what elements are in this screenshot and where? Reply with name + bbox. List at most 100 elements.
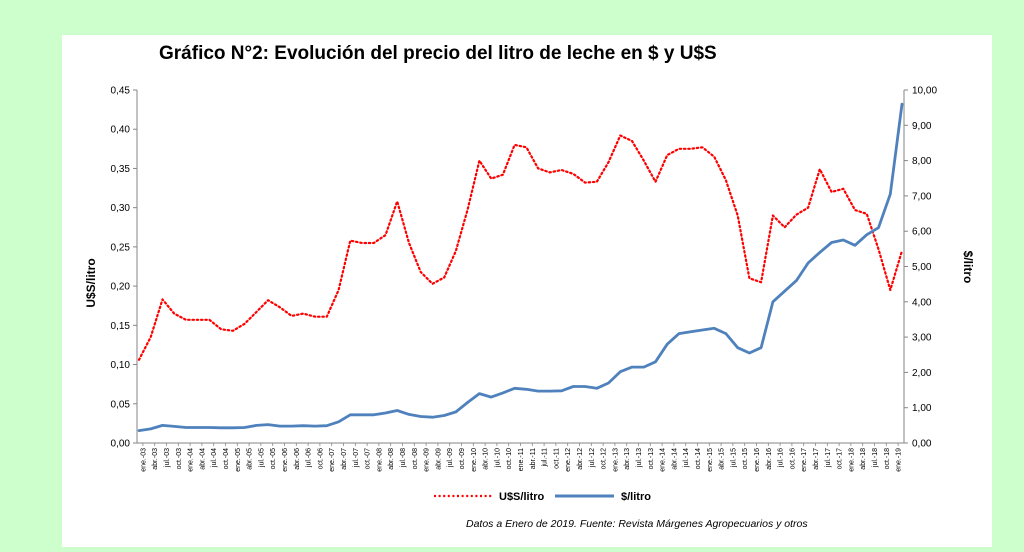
x-tick-label: jul.-13 xyxy=(636,448,643,468)
x-tick-label: jul.-17 xyxy=(825,448,832,468)
x-tick-label: jul.-16 xyxy=(778,448,785,468)
data-point-ars xyxy=(361,414,362,415)
data-point-usd xyxy=(232,330,233,331)
series-line-usd xyxy=(137,134,904,361)
data-point-ars xyxy=(538,391,539,392)
x-tick-label: jul.-04 xyxy=(211,448,218,468)
data-point-ars xyxy=(232,427,233,428)
x-tick-label: ene.-05 xyxy=(235,448,242,472)
data-point-usd xyxy=(702,147,703,148)
data-point-usd xyxy=(326,316,327,317)
data-point-ars xyxy=(819,252,820,253)
data-point-usd xyxy=(303,313,304,314)
x-tick-label: ene.-10 xyxy=(471,448,478,472)
y-left-tick-label: 0,30 xyxy=(111,203,131,214)
data-point-usd xyxy=(725,180,726,181)
data-point-usd xyxy=(479,160,480,161)
y-axis-right-label: $/litro xyxy=(961,251,975,284)
data-point-usd xyxy=(185,319,186,320)
data-point-ars xyxy=(854,245,855,246)
data-point-usd xyxy=(866,213,867,214)
y-right-tick-label: 4,00 xyxy=(912,297,932,308)
data-point-ars xyxy=(479,393,480,394)
data-point-usd xyxy=(831,191,832,192)
data-point-usd xyxy=(690,148,691,149)
data-point-ars xyxy=(138,430,139,431)
data-point-usd xyxy=(279,307,280,308)
data-point-usd xyxy=(444,277,445,278)
data-point-ars xyxy=(420,416,421,417)
y-left-tick-label: 0,00 xyxy=(111,439,131,450)
data-point-ars xyxy=(185,427,186,428)
x-tick-label: oct.-18 xyxy=(884,448,891,470)
y-right-tick-label: 0,00 xyxy=(912,439,932,450)
data-point-usd xyxy=(268,300,269,301)
x-tick-label: jul.-15 xyxy=(730,448,737,468)
data-point-usd xyxy=(749,278,750,279)
y-left-tick-label: 0,25 xyxy=(111,242,131,253)
x-tick-label: ene.-03 xyxy=(140,448,147,472)
x-tick-label: abr.-14 xyxy=(671,448,678,470)
x-tick-label: ene.-17 xyxy=(801,448,808,472)
y-right-tick-label: 3,00 xyxy=(912,333,932,344)
data-point-ars xyxy=(549,391,550,392)
x-tick-label: jul.-14 xyxy=(683,448,690,468)
y-right-tick-label: 8,00 xyxy=(912,156,932,167)
data-point-ars xyxy=(702,329,703,330)
x-tick-label: oct.-16 xyxy=(789,448,796,470)
data-point-usd xyxy=(256,311,257,312)
y-left-tick-label: 0,15 xyxy=(111,321,131,332)
right-axis: 0,00 1,00 2,00 3,00 4,00 5,00 6,00 7,00 8,00 9,00… xyxy=(903,86,937,450)
data-point-usd xyxy=(854,209,855,210)
data-point-ars xyxy=(749,352,750,353)
x-tick-label: oct.-08 xyxy=(412,448,419,470)
x-tick-label: oct.-09 xyxy=(459,448,466,470)
data-point-usd xyxy=(549,172,550,173)
data-point-ars xyxy=(866,234,867,235)
data-point-usd xyxy=(573,173,574,174)
x-tick-label: abr.-08 xyxy=(388,448,395,470)
data-point-ars xyxy=(162,425,163,426)
data-point-ars xyxy=(631,367,632,368)
x-tick-label: oct.-07 xyxy=(365,448,372,470)
x-tick-label: oct.-03 xyxy=(176,448,183,470)
data-point-ars xyxy=(256,425,257,426)
x-tick-label: oct.-15 xyxy=(742,448,749,470)
data-point-ars xyxy=(315,426,316,427)
data-point-ars xyxy=(209,427,210,428)
y-left-tick-label: 0,40 xyxy=(111,125,131,136)
data-point-usd xyxy=(784,227,785,228)
data-point-usd xyxy=(385,235,386,236)
data-point-usd xyxy=(761,282,762,283)
y-left-tick-label: 0,20 xyxy=(111,282,131,293)
x-tick-label: ene.-19 xyxy=(896,448,903,472)
data-point-ars xyxy=(455,411,456,412)
data-point-usd xyxy=(221,329,222,330)
data-point-ars xyxy=(796,280,797,281)
data-point-ars xyxy=(831,242,832,243)
data-point-ars xyxy=(444,415,445,416)
data-point-usd xyxy=(467,209,468,210)
x-tick-label: jul.-10 xyxy=(494,448,501,468)
legend-entry-usd: U$S/litro xyxy=(499,491,545,503)
x-tick-label: oct.-10 xyxy=(506,448,513,470)
series-layer xyxy=(137,102,904,433)
data-point-ars xyxy=(561,390,562,391)
data-point-ars xyxy=(608,382,609,383)
source-note: Datos a Enero de 2019. Fuente: Revista M… xyxy=(466,518,808,530)
data-point-usd xyxy=(620,135,621,136)
x-tick-label: ene.-18 xyxy=(848,448,855,472)
x-tick-label: ene.-11 xyxy=(518,448,525,471)
x-tick-label: abr.-10 xyxy=(483,448,490,470)
data-point-ars xyxy=(655,361,656,362)
left-axis: 0,00 0,05 0,10 0,15 0,20 0,25 0,30 0,35 0,40 0,45 xyxy=(111,86,138,450)
data-point-ars xyxy=(878,227,879,228)
x-tick-label: ene.-08 xyxy=(376,448,383,472)
data-point-usd xyxy=(772,215,773,216)
x-tick-label: abr.-05 xyxy=(247,448,254,470)
data-point-usd xyxy=(585,182,586,183)
data-point-usd xyxy=(291,315,292,316)
data-point-usd xyxy=(678,148,679,149)
x-tick-label: ene.-09 xyxy=(424,448,431,472)
data-point-usd xyxy=(514,144,515,145)
